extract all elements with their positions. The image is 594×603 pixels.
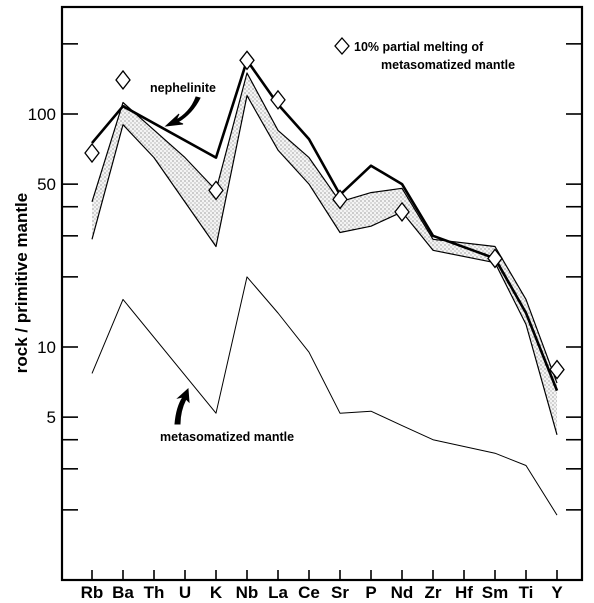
x-tick-label: Hf — [455, 583, 473, 602]
y-tick-label: 10 — [37, 338, 56, 357]
x-tick-label: Rb — [81, 583, 104, 602]
diamond-marker-Rb — [84, 142, 100, 164]
legend: 10% partial melting of metasomatized man… — [334, 37, 515, 72]
legend-text-line2: metasomatized mantle — [381, 58, 515, 72]
y-tick-label: 5 — [47, 408, 56, 427]
compositional-band — [92, 73, 557, 435]
x-tick-label: Ba — [112, 583, 134, 602]
x-tick-label: La — [268, 583, 288, 602]
series-lines — [91, 58, 559, 516]
x-tick-label: Sr — [331, 583, 349, 602]
metasomatized-mantle-label: metasomatized mantle — [160, 430, 294, 444]
diamond-marker-Nd — [394, 201, 410, 222]
y-axis-label: rock / primitive mantle — [12, 193, 31, 373]
y-tick-label: 50 — [37, 175, 56, 194]
nephelinite-line — [91, 58, 559, 392]
band-lower-line — [91, 94, 558, 435]
diamond-marker-K — [208, 180, 224, 201]
band-fill — [92, 73, 557, 435]
y-axis-ticks: 5 10 50 100 — [28, 43, 582, 511]
x-tick-label: Sm — [482, 583, 508, 602]
x-tick-label: Zr — [425, 583, 442, 602]
model-diamonds — [84, 50, 565, 380]
x-tick-label: Y — [551, 583, 563, 602]
legend-diamond-marker — [334, 37, 350, 55]
diamond-marker-Y — [549, 359, 565, 380]
diamond-marker-Sm — [487, 248, 503, 269]
x-tick-label: K — [210, 583, 223, 602]
mantle-arrow — [174, 387, 190, 425]
nephelinite-arrow — [164, 96, 201, 127]
x-tick-label: Nb — [236, 583, 259, 602]
diamond-marker-Ba — [115, 69, 131, 91]
band-upper-line — [91, 72, 558, 384]
x-tick-label: P — [365, 583, 376, 602]
x-tick-label: Ti — [519, 583, 534, 602]
nephelinite-label: nephelinite — [150, 81, 216, 95]
x-tick-label: Ce — [298, 583, 320, 602]
x-tick-label: Nd — [391, 583, 414, 602]
plot-frame — [60, 5, 584, 582]
diamond-marker-La — [270, 89, 286, 110]
metasomatized-mantle-line — [91, 276, 558, 516]
legend-text-line1: 10% partial melting of — [354, 40, 484, 54]
x-tick-label: Th — [144, 583, 165, 602]
x-axis-ticks: Rb Ba Th U K Nb La Ce Sr P Nd Zr Hf Sm Ti Y — [81, 570, 563, 602]
y-tick-label: 100 — [28, 105, 56, 124]
x-tick-label: U — [179, 583, 191, 602]
diamond-marker-Nb — [239, 50, 255, 71]
diamond-marker-Sr — [332, 189, 348, 210]
